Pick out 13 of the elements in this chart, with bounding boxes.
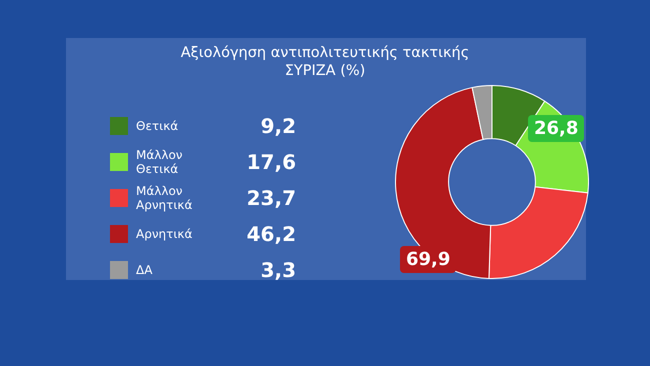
legend-label: ΔΑ: [136, 263, 154, 277]
legend-label: Μάλλον Θετικά: [136, 148, 184, 176]
data-label: 3,3: [260, 258, 296, 282]
legend-label: Αρνητικά: [136, 227, 194, 241]
text: 26,8: [528, 115, 584, 142]
legend-label: Μάλλον Αρνητικά: [136, 184, 194, 212]
chart-title: Αξιολόγηση αντιπολιτευτικής τακτικής ΣΥΡΙΖΑ (%): [180, 44, 470, 80]
legend-label: Θετικά: [136, 119, 180, 133]
data-label: 9,2: [260, 114, 296, 138]
text: 69,9: [400, 246, 456, 273]
data-label: 23,7: [246, 186, 296, 210]
data-label: 46,2: [246, 222, 296, 246]
data-label: 17,6: [246, 150, 296, 174]
